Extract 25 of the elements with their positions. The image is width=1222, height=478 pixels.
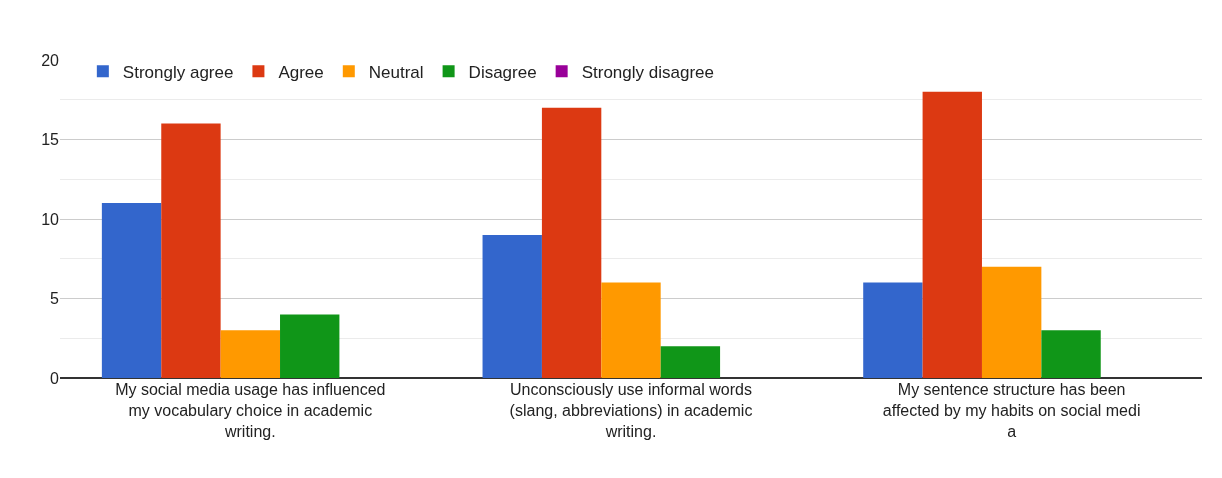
legend-label: Agree (278, 62, 324, 82)
y-tick-label: 5 (50, 290, 60, 308)
x-tick-label: My sentence structure has been affected by my habits on social medi a (882, 381, 1141, 440)
bar (220, 330, 281, 378)
bar (482, 234, 542, 378)
x-tick-label: Unconsciously use informal words (slang, abbreviations) in academic writing. (509, 381, 753, 440)
bar (541, 107, 602, 378)
y-tick-label: 15 (41, 131, 60, 149)
x-tick-label: My social media usage has influenced my vocabulary choice in academic writing. (115, 381, 386, 440)
y-tick-label: 10 (41, 210, 60, 228)
legend-label: Strongly disagree (581, 62, 714, 82)
legend-label: Strongly agree (122, 62, 234, 82)
bar (280, 314, 340, 378)
bar (660, 346, 721, 378)
y-tick-label: 0 (50, 369, 60, 387)
bar (161, 123, 221, 378)
bar (981, 266, 1042, 378)
bar (101, 203, 162, 378)
bar (601, 282, 661, 378)
bar (863, 282, 923, 378)
bar (922, 91, 982, 378)
legend-label: Disagree (468, 62, 537, 82)
y-tick-label: 20 (41, 51, 60, 69)
bar (1041, 330, 1101, 378)
legend-label: Neutral (368, 62, 424, 82)
